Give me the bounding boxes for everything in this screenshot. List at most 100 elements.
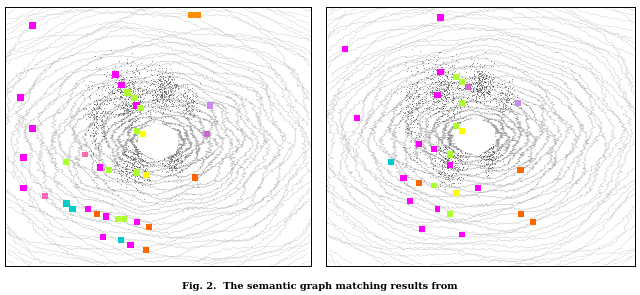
Point bbox=[459, 227, 469, 232]
Point bbox=[531, 203, 541, 208]
Point bbox=[140, 175, 150, 180]
Point bbox=[438, 111, 448, 115]
Point bbox=[447, 90, 457, 94]
Point bbox=[140, 184, 150, 189]
Point bbox=[628, 9, 639, 14]
Point bbox=[207, 221, 218, 225]
Point bbox=[333, 145, 343, 150]
Point bbox=[35, 15, 45, 19]
Point bbox=[365, 259, 375, 264]
Point bbox=[490, 167, 500, 172]
Point bbox=[386, 152, 396, 157]
Point bbox=[475, 81, 485, 85]
Point bbox=[533, 127, 543, 131]
Point bbox=[424, 84, 435, 88]
Point bbox=[89, 139, 99, 144]
Point bbox=[417, 246, 428, 250]
Point bbox=[603, 126, 613, 130]
Point bbox=[79, 178, 90, 182]
Point bbox=[405, 95, 415, 100]
Point bbox=[422, 156, 432, 160]
Point bbox=[284, 259, 294, 263]
Point bbox=[403, 229, 413, 233]
Point bbox=[428, 30, 438, 35]
Point bbox=[504, 93, 514, 97]
Point bbox=[116, 181, 127, 185]
Point bbox=[20, 146, 31, 150]
Point bbox=[121, 145, 131, 149]
Point bbox=[606, 198, 616, 203]
Point bbox=[629, 59, 639, 64]
Point bbox=[403, 110, 413, 115]
Point bbox=[289, 31, 300, 36]
Point bbox=[78, 189, 88, 194]
Point bbox=[280, 200, 290, 205]
Point bbox=[139, 76, 149, 81]
Point bbox=[4, 169, 14, 173]
Point bbox=[158, 99, 168, 104]
Point bbox=[52, 172, 62, 177]
Point bbox=[79, 117, 89, 122]
Point bbox=[411, 104, 421, 108]
Point bbox=[401, 261, 412, 266]
Point bbox=[453, 35, 463, 39]
Point bbox=[483, 90, 493, 95]
Point bbox=[472, 87, 482, 92]
Point bbox=[75, 142, 85, 147]
Point bbox=[260, 14, 270, 18]
Point bbox=[488, 145, 499, 150]
Point bbox=[131, 114, 141, 119]
Point bbox=[617, 69, 627, 74]
Point bbox=[481, 157, 492, 162]
Point bbox=[417, 99, 427, 104]
Point bbox=[155, 104, 165, 108]
Point bbox=[417, 8, 428, 13]
Point bbox=[434, 168, 444, 173]
Point bbox=[28, 14, 38, 18]
Point bbox=[452, 100, 462, 105]
Point bbox=[540, 136, 550, 141]
Point bbox=[93, 106, 104, 111]
Point bbox=[406, 168, 417, 172]
Point bbox=[447, 154, 458, 159]
Point bbox=[237, 157, 248, 162]
Point bbox=[25, 180, 35, 184]
Point bbox=[166, 101, 177, 106]
Point bbox=[267, 141, 277, 145]
Point bbox=[480, 79, 490, 84]
Point bbox=[393, 130, 403, 135]
Point bbox=[234, 184, 244, 189]
Point bbox=[377, 53, 387, 58]
Point bbox=[50, 5, 60, 10]
Point bbox=[122, 163, 132, 168]
Point bbox=[417, 96, 427, 101]
Point bbox=[68, 138, 79, 143]
Point bbox=[36, 134, 46, 139]
Point bbox=[102, 143, 113, 148]
Point bbox=[577, 84, 588, 89]
Point bbox=[295, 98, 305, 103]
Point bbox=[120, 107, 131, 112]
Point bbox=[54, 119, 64, 124]
Point bbox=[180, 106, 191, 111]
Point bbox=[440, 102, 450, 107]
Point bbox=[625, 209, 635, 214]
Point bbox=[231, 49, 241, 54]
Point bbox=[91, 110, 101, 115]
Point bbox=[573, 33, 584, 38]
Point bbox=[474, 80, 484, 85]
Point bbox=[90, 212, 100, 217]
Point bbox=[130, 174, 140, 178]
Point bbox=[287, 58, 297, 63]
Point bbox=[181, 39, 191, 44]
Point bbox=[525, 111, 536, 115]
Point bbox=[501, 194, 511, 199]
Point bbox=[401, 14, 412, 19]
Point bbox=[481, 85, 491, 90]
Point bbox=[99, 24, 109, 29]
Point bbox=[122, 235, 132, 240]
Point bbox=[387, 257, 397, 262]
Point bbox=[443, 162, 453, 167]
Point bbox=[330, 164, 340, 169]
Point bbox=[141, 96, 152, 100]
